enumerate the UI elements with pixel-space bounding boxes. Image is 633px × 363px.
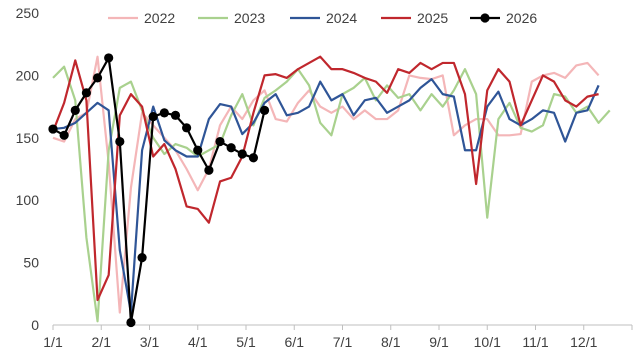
series-2026-point xyxy=(170,110,181,120)
series-2026-point xyxy=(193,145,203,155)
x-tick-label: 5/1 xyxy=(236,334,256,350)
series-2026-point xyxy=(48,124,58,134)
legend-label: 2024 xyxy=(326,10,357,26)
series-2026-point xyxy=(137,253,147,263)
x-tick-label: 6/1 xyxy=(285,334,305,350)
series-2026-point xyxy=(248,153,259,163)
series-2026-point xyxy=(126,317,136,328)
series-2026-point xyxy=(92,73,103,83)
series-2026-point xyxy=(59,130,69,140)
x-tick-label: 7/1 xyxy=(333,334,353,350)
series-2024-line xyxy=(52,78,600,314)
series-2026-point xyxy=(104,53,114,63)
x-tick-label: 11/1 xyxy=(522,334,548,350)
series-lines xyxy=(48,53,611,328)
y-tick-label: 100 xyxy=(16,192,40,208)
series-2026-point xyxy=(81,88,92,98)
x-tick-label: 12/1 xyxy=(570,334,597,350)
y-tick-label: 150 xyxy=(16,130,40,146)
legend: 2022 2023 2024 2025 2026 xyxy=(108,10,537,26)
y-tick-label: 200 xyxy=(16,67,40,83)
x-tick-label: 10/1 xyxy=(474,334,501,350)
series-2022-line xyxy=(52,55,600,314)
series-2026-point xyxy=(259,105,270,115)
x-tick-label: 1/1 xyxy=(43,334,63,350)
legend-label: 2022 xyxy=(144,10,175,26)
series-2026-point xyxy=(159,108,169,118)
legend-marker xyxy=(480,13,490,23)
series-2026-point xyxy=(182,123,192,133)
legend-label: 2023 xyxy=(234,10,265,26)
y-tick-label: 50 xyxy=(23,255,39,271)
legend-label: 2025 xyxy=(417,10,448,26)
series-2025-line xyxy=(51,55,599,302)
series-2026-point xyxy=(204,165,214,175)
series-2026-point xyxy=(70,105,80,115)
x-tick-label: 8/1 xyxy=(381,334,401,350)
x-tick-label: 9/1 xyxy=(429,334,449,350)
series-2026-point xyxy=(115,136,125,147)
y-tick-label: 0 xyxy=(31,317,39,333)
series-2026-point xyxy=(215,136,225,147)
series-2026-point xyxy=(226,143,236,153)
series-2026-point xyxy=(237,149,247,159)
x-tick-label: 4/1 xyxy=(188,334,208,350)
axes: 0 50 100 150 200 250 1/1 2/1 3/1 4/1 5/1 6/1 7/1 8/1 9… xyxy=(16,5,633,350)
series-2026-point xyxy=(148,111,158,122)
legend-label: 2026 xyxy=(506,10,537,26)
y-tick-label: 250 xyxy=(16,5,40,21)
x-tick-label: 3/1 xyxy=(140,334,160,350)
x-tick-label: 2/1 xyxy=(92,334,112,350)
